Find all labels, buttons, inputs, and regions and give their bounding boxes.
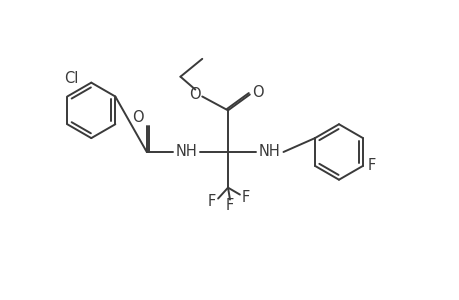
Text: NH: NH [258,145,280,160]
Text: NH: NH [175,145,197,160]
Text: F: F [367,158,375,173]
Text: O: O [189,87,201,102]
Text: Cl: Cl [64,71,78,86]
Text: O: O [132,110,143,125]
Text: F: F [241,190,249,205]
Text: F: F [207,194,216,209]
Text: F: F [225,198,234,213]
Text: O: O [252,85,263,100]
